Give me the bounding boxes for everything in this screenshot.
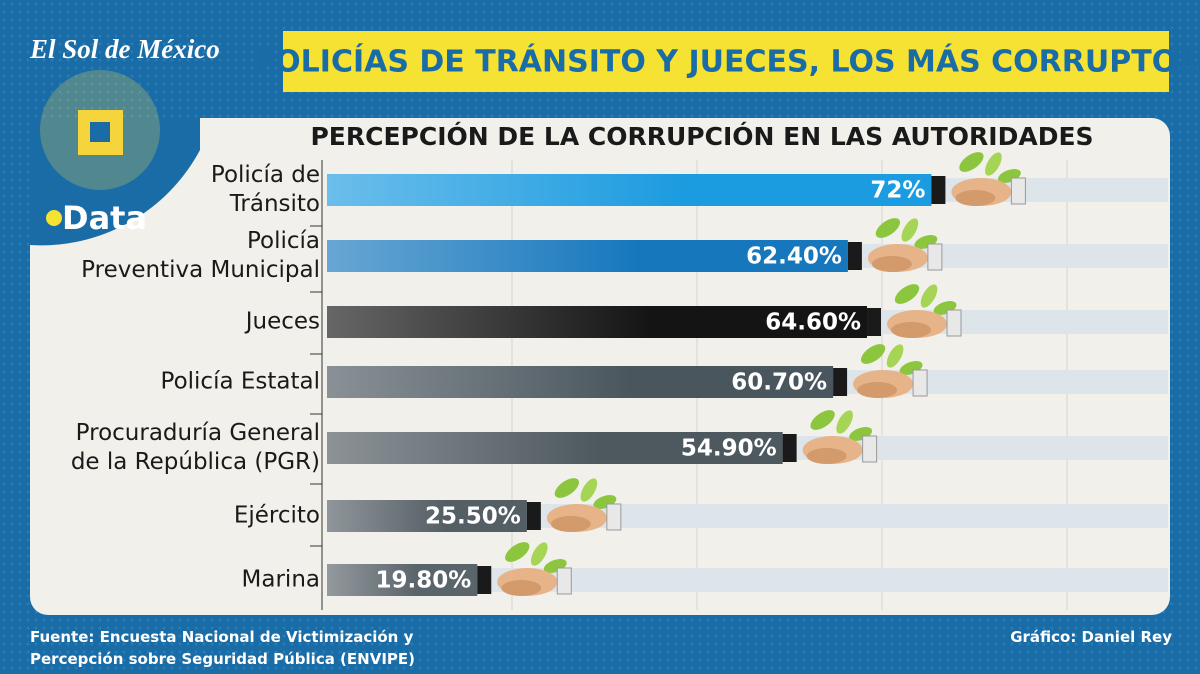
icon-leaf (505, 542, 530, 562)
value-label: 64.60% (765, 310, 861, 336)
bar-track (477, 568, 1168, 592)
icon-cuff (556, 567, 572, 595)
category-label: Procuraduría General de la República (PG… (70, 420, 320, 475)
subtitle: PERCEPCIÓN DE LA CORRUPCIÓN EN LAS AUTOR… (310, 121, 1093, 151)
bar-shine (327, 432, 601, 464)
icon-leaf (554, 478, 580, 498)
category-label: Marina (241, 566, 320, 593)
icon-leaf (810, 410, 835, 430)
icon-leaf (894, 284, 920, 304)
icon-cuff (912, 369, 928, 397)
icon-cuff (927, 243, 943, 271)
icon-cuff (606, 503, 622, 531)
category-label: Ejército (233, 502, 320, 529)
title-box (283, 31, 1169, 92)
icon-cuff (1010, 177, 1026, 205)
icon-leaf (530, 542, 548, 566)
icon-leaf (901, 218, 919, 242)
value-label: 54.90% (681, 436, 777, 462)
icon-hand (857, 382, 898, 398)
bar-track (526, 504, 1168, 528)
icon-cuff (862, 435, 878, 463)
title: POLICÍAS DE TRÁNSITO Y JUECES, LOS MÁS C… (253, 44, 1199, 80)
category-label: Jueces (245, 308, 320, 335)
bar-cap (526, 502, 541, 530)
value-label: 72% (870, 178, 925, 204)
category-label: Policía de Tránsito (210, 162, 320, 217)
bar-shine (327, 306, 652, 338)
bar-shine (327, 240, 640, 272)
icon-hand (891, 322, 932, 338)
bar-shine (327, 174, 690, 206)
value-label: 19.80% (375, 568, 471, 594)
source: Fuente: Encuesta Nacional de Victimizaci… (30, 628, 415, 668)
icon-leaf (580, 478, 598, 502)
icon-leaf (959, 152, 984, 172)
value-label: 60.70% (731, 370, 827, 396)
row-separators (310, 160, 323, 610)
bar-cap (867, 308, 882, 336)
logo-corner (30, 118, 200, 246)
credit: Gráfico: Daniel Rey (1010, 628, 1172, 646)
icon-leaf (886, 344, 904, 368)
icon-hand (550, 516, 591, 532)
bar-cap (833, 368, 848, 396)
icon-leaf (860, 344, 886, 364)
icon-hand (501, 580, 542, 596)
logo-square (90, 122, 110, 142)
bar-cap (847, 242, 862, 270)
value-label: 25.50% (425, 504, 521, 530)
bar-cap (782, 434, 797, 462)
badge: Data (62, 199, 147, 237)
icon-cuff (946, 309, 962, 337)
value-label: 62.40% (746, 244, 842, 270)
icon-leaf (875, 218, 901, 238)
bar-shine (327, 564, 418, 596)
bar-shine (327, 500, 447, 532)
icon-hand (871, 256, 912, 272)
icon-leaf (836, 410, 853, 434)
category-label: Policía Estatal (160, 368, 320, 395)
bar-shine (327, 366, 631, 398)
brand: El Sol de México (29, 34, 220, 64)
icon-leaf (920, 284, 938, 308)
bar-cap (477, 566, 492, 594)
icon-hand (806, 448, 847, 464)
badge-dot (46, 210, 62, 226)
icon-hand (955, 190, 996, 206)
category-label: Policía Preventiva Municipal (81, 228, 320, 283)
bar-cap (931, 176, 946, 204)
icon-leaf (985, 152, 1002, 176)
